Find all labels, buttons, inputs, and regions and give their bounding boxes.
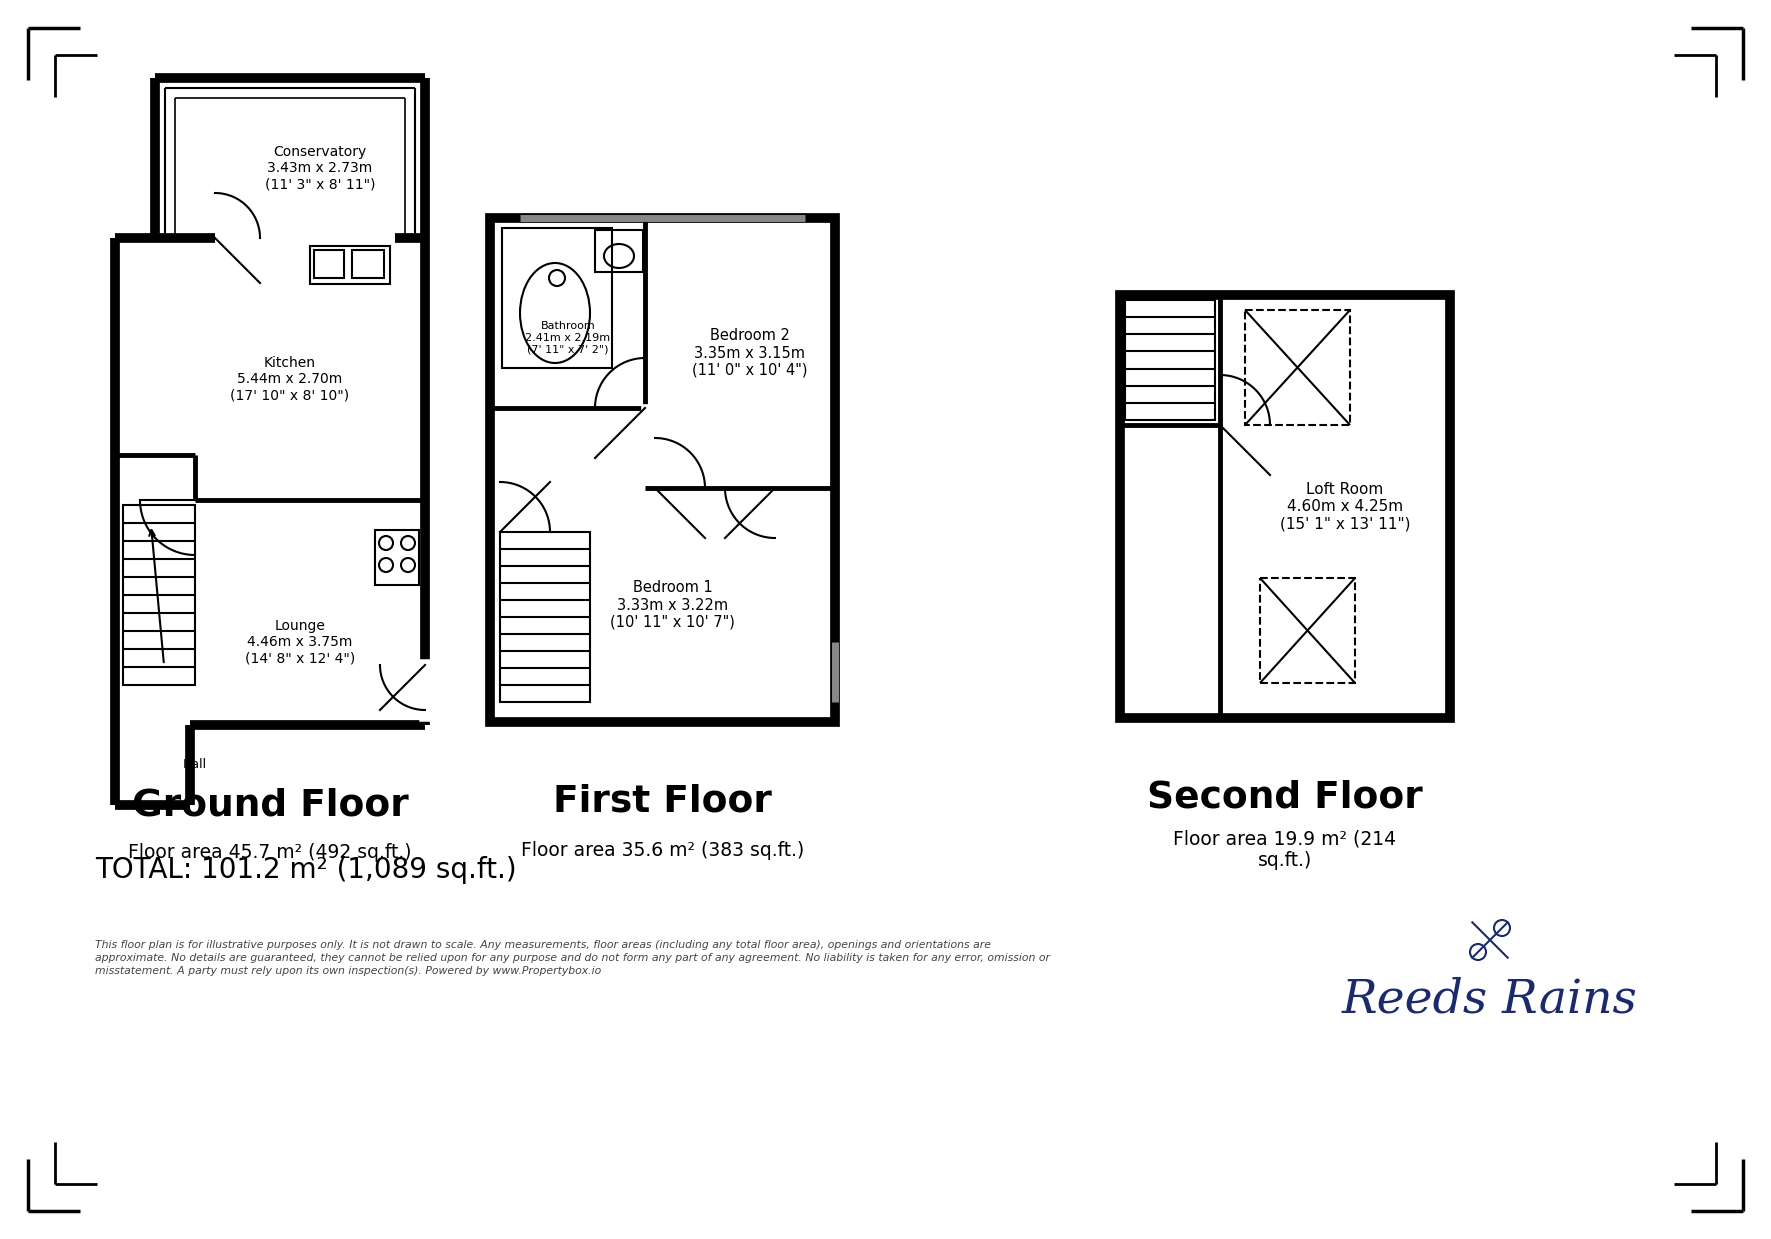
Text: Conservatory
3.43m x 2.73m
(11' 3" x 8' 11"): Conservatory 3.43m x 2.73m (11' 3" x 8' … xyxy=(264,145,375,191)
Bar xyxy=(352,250,384,278)
Text: Second Floor: Second Floor xyxy=(1148,781,1422,817)
Text: Loft Room
4.60m x 4.25m
(15' 1" x 13' 11"): Loft Room 4.60m x 4.25m (15' 1" x 13' 11… xyxy=(1280,482,1410,532)
Bar xyxy=(310,247,390,284)
Text: Bedroom 1
3.33m x 3.22m
(10' 11" x 10' 7"): Bedroom 1 3.33m x 3.22m (10' 11" x 10' 7… xyxy=(609,580,735,629)
Text: Floor area 45.7 m² (492 sq.ft.): Floor area 45.7 m² (492 sq.ft.) xyxy=(128,844,411,862)
Bar xyxy=(122,506,195,685)
Bar xyxy=(491,218,834,722)
Bar xyxy=(375,530,420,585)
Bar xyxy=(595,230,643,273)
Text: Ground Floor: Ground Floor xyxy=(131,787,409,823)
Text: TOTAL: 101.2 m² (1,089 sq.ft.): TOTAL: 101.2 m² (1,089 sq.ft.) xyxy=(96,856,517,883)
Bar xyxy=(1119,295,1450,717)
Text: Kitchen
5.44m x 2.70m
(17' 10" x 8' 10"): Kitchen 5.44m x 2.70m (17' 10" x 8' 10") xyxy=(230,356,349,403)
Bar xyxy=(1259,579,1355,683)
Bar xyxy=(499,532,590,703)
Text: Floor area 35.6 m² (383 sq.ft.): Floor area 35.6 m² (383 sq.ft.) xyxy=(521,840,804,860)
Bar xyxy=(501,228,613,368)
Text: Floor area 19.9 m² (214
sq.ft.): Floor area 19.9 m² (214 sq.ft.) xyxy=(1174,829,1397,871)
Text: First Floor: First Floor xyxy=(553,784,772,820)
Bar xyxy=(313,250,344,278)
Text: Bedroom 2
3.35m x 3.15m
(11' 0" x 10' 4"): Bedroom 2 3.35m x 3.15m (11' 0" x 10' 4"… xyxy=(692,328,808,378)
Text: Lounge
4.46m x 3.75m
(14' 8" x 12' 4"): Lounge 4.46m x 3.75m (14' 8" x 12' 4") xyxy=(244,620,356,665)
Text: Hall: Hall xyxy=(182,758,207,772)
Bar xyxy=(1245,310,1350,425)
Text: This floor plan is for illustrative purposes only. It is not drawn to scale. Any: This floor plan is for illustrative purp… xyxy=(96,940,1050,976)
Text: Bathroom
2.41m x 2.19m
(7' 11" x 7' 2"): Bathroom 2.41m x 2.19m (7' 11" x 7' 2") xyxy=(526,321,611,354)
Text: Reeds Rains: Reeds Rains xyxy=(1342,978,1638,1022)
Bar xyxy=(1125,300,1215,420)
